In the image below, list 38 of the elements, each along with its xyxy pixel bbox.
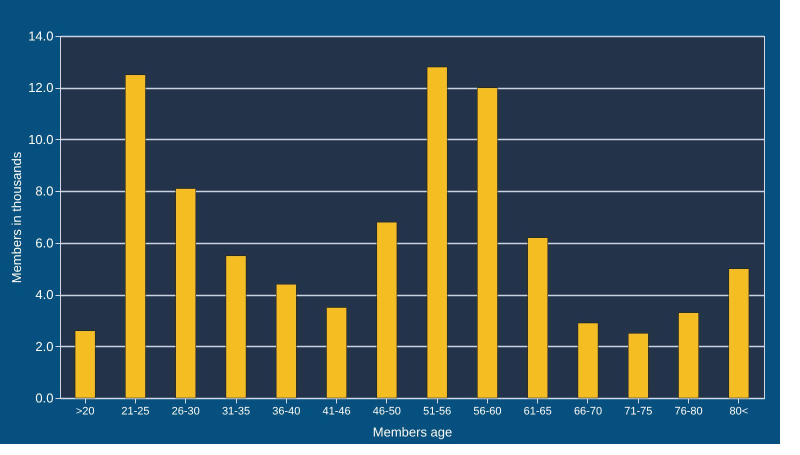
- x-tick-label: 21-25: [121, 406, 150, 418]
- y-tick-label: 12.0: [28, 80, 54, 96]
- x-tick-label: 26-30: [172, 406, 200, 418]
- x-tick-label: 51-56: [423, 406, 452, 418]
- y-tick-label: 6.0: [35, 235, 54, 250]
- x-tick-label: 76-80: [674, 406, 703, 418]
- bar: [276, 284, 297, 398]
- bar: [226, 256, 246, 398]
- x-tick-label: 61-65: [524, 406, 552, 418]
- x-tick-label: 71-75: [624, 406, 652, 418]
- bar: [376, 222, 398, 398]
- x-axis-title: Members age: [372, 424, 452, 440]
- x-tick-label: >20: [76, 406, 94, 418]
- bar: [426, 66, 448, 398]
- bar: [74, 330, 96, 398]
- y-axis-title: Members in thousands: [9, 151, 24, 284]
- x-tick-label: 31-35: [222, 406, 250, 418]
- x-tick-label: 66-70: [574, 406, 602, 418]
- y-tick-label: 2.0: [35, 338, 54, 354]
- bar: [175, 188, 196, 398]
- bar: [628, 333, 649, 398]
- y-tick-label: 8.0: [35, 184, 54, 199]
- bar: [578, 322, 598, 398]
- bar: [728, 268, 750, 398]
- bar: [125, 74, 146, 398]
- x-tick-label: 46-50: [372, 406, 401, 418]
- x-tick-label: 36-40: [272, 406, 300, 418]
- bar: [678, 312, 699, 398]
- y-tick-label: 4.0: [35, 287, 54, 302]
- bar: [477, 87, 498, 398]
- x-tick-label: 41-46: [322, 406, 351, 418]
- y-tick-label: 14.0: [28, 28, 54, 44]
- bar: [326, 307, 347, 398]
- y-tick-label: 0.0: [35, 390, 54, 406]
- y-tick-label: 10.0: [28, 132, 54, 147]
- bar: [527, 237, 548, 398]
- x-tick-label: 56-60: [473, 406, 502, 418]
- x-tick-label: 80<: [730, 406, 748, 418]
